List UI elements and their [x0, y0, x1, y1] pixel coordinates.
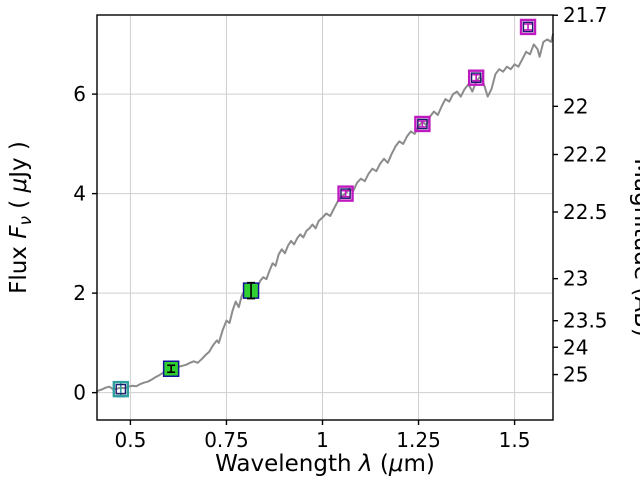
- y-tick-label-right: 24: [563, 335, 588, 359]
- axes-spines: [96, 14, 554, 421]
- photometry_magenta_bands-marker-inner: [340, 188, 351, 199]
- y-tick-label-left: 0: [73, 381, 86, 405]
- photometry_magenta_bands-marker-inner: [417, 118, 428, 130]
- photometry_magenta_bands-marker: [414, 115, 431, 133]
- x-tick-label: 1.5: [499, 428, 531, 452]
- y-tick-label-right: 22: [563, 94, 588, 118]
- y-tick-label-right: 22.5: [563, 200, 608, 224]
- y-tick-label-right: 23: [563, 267, 588, 291]
- x-tick-label: 0.75: [204, 428, 249, 452]
- photometry_magenta_bands-marker-inner: [522, 21, 534, 33]
- plot-area: [97, 15, 553, 420]
- y-tick-label-right: 23.5: [563, 309, 608, 333]
- photometry_magenta_bands-marker: [519, 18, 537, 36]
- y-axis-label-right: Magnitude (AB): [629, 158, 640, 337]
- y-tick-label-left: 2: [73, 281, 86, 305]
- x-axis-label: Wavelength λ (μm): [215, 451, 435, 477]
- y-tick-label-left: 6: [73, 82, 86, 106]
- photometry_magenta_bands-marker: [467, 69, 485, 86]
- x-tick-label: 0.5: [115, 428, 147, 452]
- photometry_blue_band-marker: [112, 380, 130, 398]
- y-tick-label-left: 4: [73, 182, 86, 206]
- y-tick-label-right: 22.2: [563, 142, 608, 166]
- photometry_magenta_bands-marker-inner: [470, 72, 482, 83]
- y-tick-label-right: 21.7: [563, 3, 608, 27]
- y-axis-label-left: Flux Fν​ ( μJy ): [6, 141, 36, 294]
- x-tick-label: 1.25: [396, 428, 441, 452]
- y-tick-label-right: 25: [563, 363, 588, 387]
- photometry_blue_band-marker-inner: [115, 383, 127, 395]
- x-tick-label: 1: [316, 428, 329, 452]
- photometry_magenta_bands-marker: [337, 185, 354, 202]
